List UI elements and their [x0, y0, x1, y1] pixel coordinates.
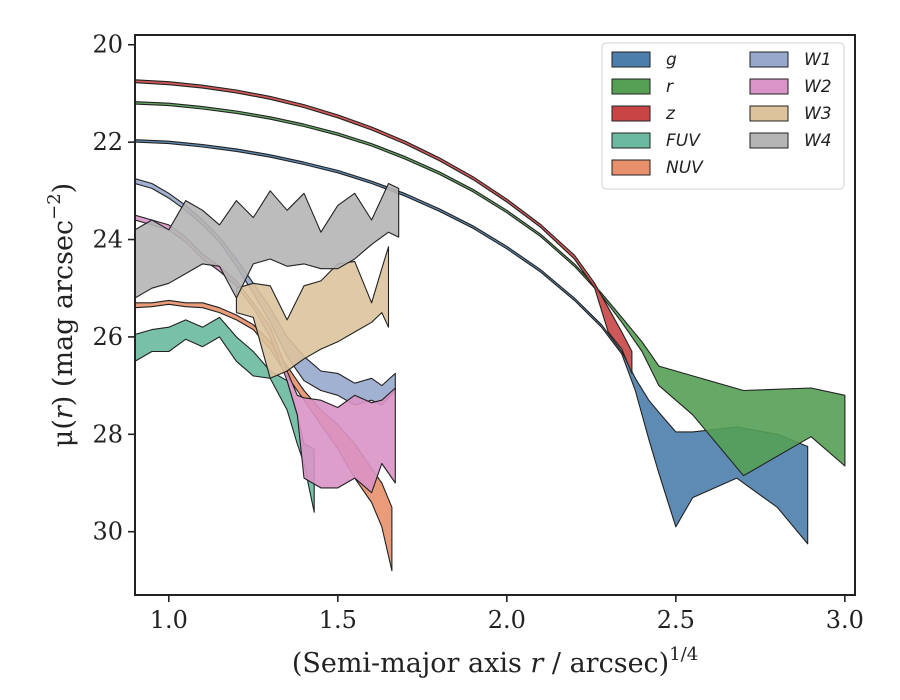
y-tick-label: 26 — [92, 323, 123, 351]
plot-frame — [134, 34, 856, 596]
x-tick-label: 2.0 — [488, 606, 526, 634]
x-tick-label: 1.5 — [319, 606, 357, 634]
legend-label-w1: W1 — [804, 50, 832, 70]
band-g — [135, 139, 809, 545]
legend-label-g: g — [666, 50, 677, 70]
profile-bands — [135, 79, 846, 572]
y-tick-label: 20 — [92, 31, 123, 59]
x-axis-label: (Semi-major axis r / arcsec)1/4 — [292, 644, 698, 679]
legend-swatch-w4 — [749, 132, 789, 149]
legend-label-nuv: NUV — [666, 158, 704, 178]
band-z — [135, 79, 633, 374]
legend: grz FUV NUV W1 W2 W3 W4 — [601, 42, 845, 190]
legend-swatch-w1 — [749, 51, 789, 68]
y-tick-label: 30 — [92, 518, 123, 546]
legend-label-w2: W2 — [804, 77, 832, 97]
band-r — [135, 101, 846, 477]
legend-swatch-fuv — [611, 132, 651, 149]
y-axis-label: μ(r) (mag arcsec−2) — [44, 183, 79, 447]
y-tick-label: 28 — [92, 420, 123, 448]
x-axis-ticks: 1.0 1.5 2.0 2.5 3.0 — [150, 595, 864, 634]
x-tick-label: 1.0 — [150, 606, 188, 634]
y-tick-label: 22 — [92, 128, 123, 156]
band-w3 — [235, 246, 390, 379]
legend-swatch-nuv — [611, 159, 651, 176]
band-w4 — [135, 182, 400, 299]
band-fuv — [135, 316, 315, 513]
x-tick-label: 2.5 — [657, 606, 695, 634]
legend-swatch-g — [611, 51, 651, 68]
legend-label-r: r — [666, 77, 674, 97]
legend-label-fuv: FUV — [666, 131, 701, 151]
legend-label-w4: W4 — [804, 131, 832, 151]
y-tick-label: 24 — [92, 226, 123, 254]
legend-label-z: z — [665, 104, 676, 124]
y-axis-ticks: 20 22 24 26 28 30 — [92, 31, 135, 546]
legend-items: grz FUV NUV W1 W2 W3 W4 — [611, 50, 832, 178]
legend-swatch-r — [611, 78, 651, 95]
legend-swatch-w3 — [749, 105, 789, 122]
legend-swatch-z — [611, 105, 651, 122]
x-tick-label: 3.0 — [826, 606, 864, 634]
legend-label-w3: W3 — [804, 104, 832, 124]
legend-swatch-w2 — [749, 78, 789, 95]
